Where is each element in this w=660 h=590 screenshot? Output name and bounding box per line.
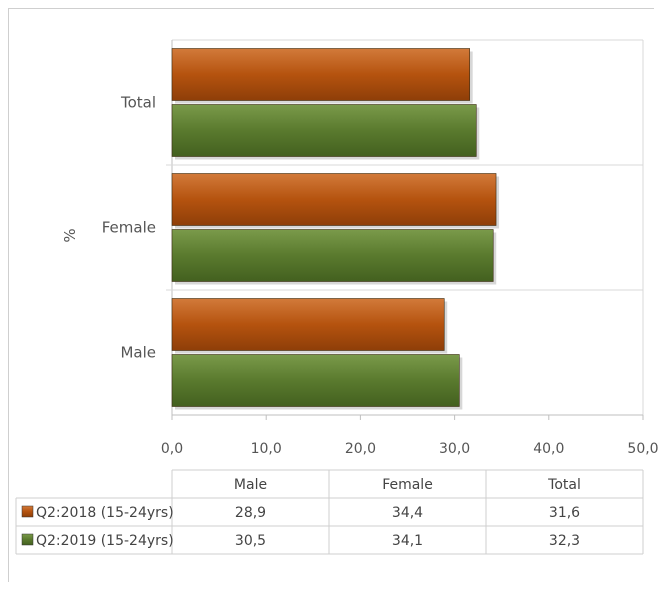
bar-q2-2018-15-24yrs--male — [171, 298, 445, 351]
table-header-total: Total — [547, 477, 581, 493]
x-tick-label: 30,0 — [439, 441, 470, 457]
bar-q2-2018-15-24yrs--total — [171, 48, 470, 101]
x-tick-label: 50,0 — [627, 441, 658, 457]
x-tick-label: 20,0 — [345, 441, 376, 457]
table-header-male: Male — [234, 477, 267, 493]
category-label-total: Total — [120, 94, 156, 112]
table-header-female: Female — [382, 477, 433, 493]
table-cell: 28,9 — [235, 505, 266, 521]
category-label-female: Female — [102, 219, 156, 237]
table-cell: 30,5 — [235, 533, 266, 549]
x-tick-label: 10,0 — [251, 441, 282, 457]
y-axis-label: % — [61, 228, 79, 242]
table-cell: 34,1 — [392, 533, 423, 549]
chart-frame — [8, 8, 654, 582]
bar-q2-2019-15-24yrs--male — [171, 354, 460, 407]
legend-swatch-2019 — [21, 533, 34, 546]
legend-swatch-2018 — [21, 505, 34, 518]
legend-label-2019: Q2:2019 (15-24yrs) — [36, 533, 174, 549]
x-tick-label: 0,0 — [161, 441, 183, 457]
table-cell: 31,6 — [549, 505, 580, 521]
table-cell: 32,3 — [549, 533, 580, 549]
legend-label-2018: Q2:2018 (15-24yrs) — [36, 505, 174, 521]
bar-q2-2019-15-24yrs--female — [171, 229, 494, 282]
bar-q2-2019-15-24yrs--total — [171, 104, 477, 157]
category-label-male: Male — [120, 344, 156, 362]
x-tick-label: 40,0 — [533, 441, 564, 457]
table-cell: 34,4 — [392, 505, 423, 521]
bar-q2-2018-15-24yrs--female — [171, 173, 497, 226]
